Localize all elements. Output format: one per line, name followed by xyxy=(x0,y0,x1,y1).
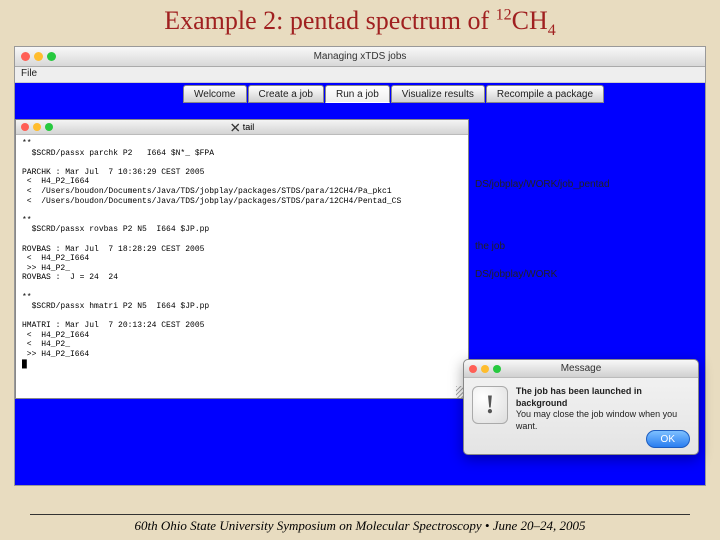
terminal-output: ** $SCRD/passx parchk P2 I664 $N*_ $FPA … xyxy=(16,135,468,373)
dlg-close-icon[interactable] xyxy=(469,365,477,373)
dlg-zoom-icon[interactable] xyxy=(493,365,501,373)
tab-run-job-label: Run a job xyxy=(336,89,379,100)
term-minimize-icon[interactable] xyxy=(33,123,41,131)
slide-footer: 60th Ohio State University Symposium on … xyxy=(30,514,690,534)
zoom-icon[interactable] xyxy=(47,52,56,61)
title-prefix: Example 2: pentad spectrum of xyxy=(164,6,495,35)
tab-welcome-label: Welcome xyxy=(194,89,236,100)
dialog-title: Message xyxy=(561,363,602,374)
ok-button[interactable]: OK xyxy=(646,430,690,448)
dialog-titlebar[interactable]: Message xyxy=(464,360,698,378)
side-path-2: DS/jobplay/WORK xyxy=(475,269,557,280)
title-molecule: CH xyxy=(512,6,548,35)
alert-icon: ! xyxy=(472,386,508,424)
terminal-x-icon xyxy=(230,122,240,132)
message-dialog: Message ! The job has been launched in b… xyxy=(463,359,699,455)
dialog-text: The job has been launched in background … xyxy=(516,386,690,433)
content-area: Welcome Create a job Run a job Visualize… xyxy=(15,83,705,485)
tab-recompile-label: Recompile a package xyxy=(497,89,593,100)
dialog-traffic xyxy=(469,365,501,373)
terminal-titlebar[interactable]: tail xyxy=(16,120,468,135)
tab-visualize[interactable]: Visualize results xyxy=(391,85,485,103)
main-window-titlebar[interactable]: Managing xTDS jobs xyxy=(15,47,705,67)
file-menu[interactable]: File xyxy=(21,68,37,79)
dlg-minimize-icon[interactable] xyxy=(481,365,489,373)
tab-create-job-label: Create a job xyxy=(259,89,313,100)
close-icon[interactable] xyxy=(21,52,30,61)
ok-button-label: OK xyxy=(661,434,675,445)
tab-visualize-label: Visualize results xyxy=(402,89,474,100)
side-path-1: DS/jobplay/WORK/job_pentad xyxy=(475,179,610,190)
tab-recompile[interactable]: Recompile a package xyxy=(486,85,604,103)
tab-create-job[interactable]: Create a job xyxy=(248,85,324,103)
main-window-title: Managing xTDS jobs xyxy=(314,51,407,62)
term-zoom-icon[interactable] xyxy=(45,123,53,131)
terminal-traffic xyxy=(21,123,53,131)
side-text-job: the job xyxy=(475,241,505,252)
dialog-line1: The job has been launched in background xyxy=(516,386,690,409)
title-sup: 12 xyxy=(496,6,512,23)
terminal-title-text: tail xyxy=(243,122,255,132)
minimize-icon[interactable] xyxy=(34,52,43,61)
tab-run-job[interactable]: Run a job xyxy=(325,85,390,103)
slide-container: Example 2: pentad spectrum of 12CH4 Mana… xyxy=(0,0,720,540)
tabbar: Welcome Create a job Run a job Visualize… xyxy=(183,85,604,103)
tab-welcome[interactable]: Welcome xyxy=(183,85,247,103)
terminal-title: tail xyxy=(230,122,255,132)
title-sub: 4 xyxy=(548,22,556,39)
menubar: File xyxy=(15,67,705,83)
slide-title: Example 2: pentad spectrum of 12CH4 xyxy=(0,0,720,42)
term-close-icon[interactable] xyxy=(21,123,29,131)
traffic-lights xyxy=(21,52,56,61)
terminal-window: tail ** $SCRD/passx parchk P2 I664 $N*_ … xyxy=(15,119,469,399)
main-window: Managing xTDS jobs File Welcome Create a… xyxy=(14,46,706,486)
